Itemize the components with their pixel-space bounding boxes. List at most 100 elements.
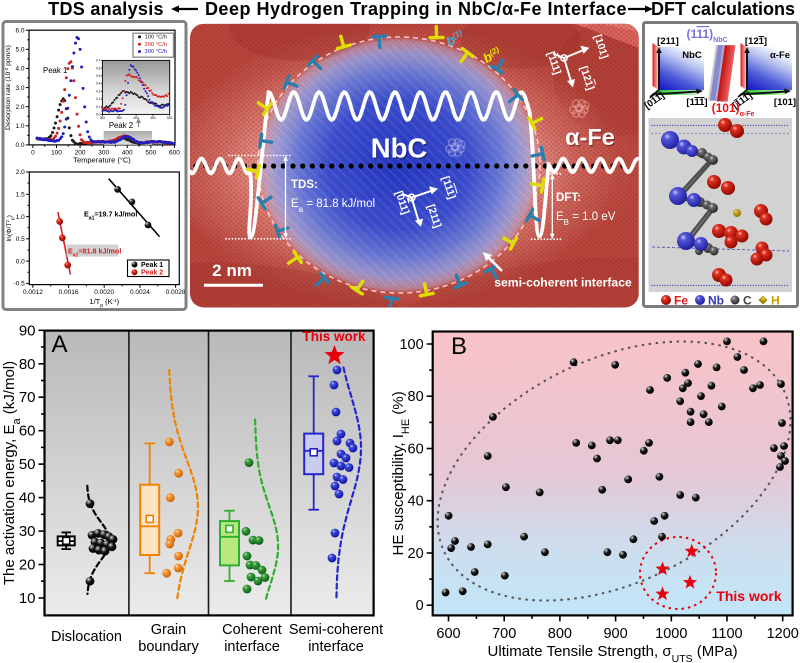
svg-text:0.6: 0.6 <box>96 66 101 70</box>
svg-text:Temperature (°C): Temperature (°C) <box>73 155 131 164</box>
svg-text:80: 80 <box>19 356 36 373</box>
svg-text:90: 90 <box>19 322 36 339</box>
svg-text:0.0: 0.0 <box>96 113 101 117</box>
svg-text:0.0: 0.0 <box>15 142 24 149</box>
svg-text:0.4: 0.4 <box>96 82 101 86</box>
svg-text:[211]: [211] <box>657 36 679 47</box>
svg-text:80: 80 <box>408 389 424 405</box>
svg-text:0.1: 0.1 <box>96 105 101 109</box>
svg-text:900: 900 <box>603 626 627 642</box>
svg-text:α-Fe: α-Fe <box>566 125 616 151</box>
svg-text:0.0028: 0.0028 <box>166 289 186 296</box>
svg-text:1200: 1200 <box>767 626 799 642</box>
svg-text:2.0: 2.0 <box>16 169 25 176</box>
svg-text:boundary: boundary <box>138 639 199 655</box>
svg-text:6.0: 6.0 <box>15 27 24 34</box>
svg-text:40: 40 <box>408 494 424 510</box>
svg-text:Deep Hydrogen Trapping in NbC/: Deep Hydrogen Trapping in NbC/α-Fe Inter… <box>205 0 627 19</box>
svg-text:100: 100 <box>51 149 62 156</box>
svg-text:0: 0 <box>416 598 424 614</box>
svg-text:20: 20 <box>19 557 36 574</box>
svg-text:1.0: 1.0 <box>16 214 25 221</box>
svg-text:-0.5: -0.5 <box>14 281 26 288</box>
svg-text:800: 800 <box>548 626 572 642</box>
svg-text:α-Fe: α-Fe <box>565 124 615 150</box>
svg-text:0.5: 0.5 <box>96 74 101 78</box>
svg-text:600: 600 <box>169 149 180 156</box>
svg-text:0: 0 <box>31 149 35 156</box>
svg-text:0.3: 0.3 <box>96 90 101 94</box>
svg-text:1/Tp (K-1): 1/Tp (K-1) <box>89 297 119 309</box>
svg-text:semi-coherent interface: semi-coherent interface <box>494 276 632 290</box>
svg-text:DFT calculations: DFT calculations <box>651 0 795 19</box>
svg-text:0.7: 0.7 <box>96 59 101 63</box>
svg-text:interface: interface <box>308 639 364 655</box>
svg-text:0.0024: 0.0024 <box>130 289 150 296</box>
svg-text:50: 50 <box>19 456 36 473</box>
svg-text:2 nm: 2 nm <box>212 261 252 280</box>
svg-text:(111)NbC: (111)NbC <box>686 27 727 44</box>
svg-text:H: H <box>771 294 780 308</box>
svg-text:300 °C/h: 300 °C/h <box>145 49 168 55</box>
svg-text:NbC: NbC <box>371 133 428 164</box>
svg-text:600: 600 <box>436 626 460 642</box>
svg-text:300: 300 <box>100 116 106 120</box>
svg-text:Nb: Nb <box>708 294 724 308</box>
svg-text:30: 30 <box>19 523 36 540</box>
svg-text:0.2: 0.2 <box>96 97 101 101</box>
svg-text:Grain: Grain <box>151 622 186 638</box>
svg-text:B: B <box>451 333 467 360</box>
svg-text:10: 10 <box>19 590 36 607</box>
svg-text:4.0: 4.0 <box>15 66 24 73</box>
svg-text:Dislocation: Dislocation <box>51 629 122 645</box>
svg-text:Peak 1: Peak 1 <box>141 262 163 269</box>
svg-text:700: 700 <box>492 626 516 642</box>
svg-text:0.0012: 0.0012 <box>23 289 43 296</box>
svg-text:The activation energy, Ea (kJ/: The activation energy, Ea (kJ/mol) <box>1 361 23 585</box>
svg-text:100: 100 <box>399 337 423 353</box>
svg-text:Coherent: Coherent <box>222 622 282 638</box>
svg-text:ln(Φ/T2p): ln(Φ/T2p) <box>5 215 15 241</box>
svg-text:DFT:: DFT: <box>556 192 581 204</box>
svg-text:TDS analysis: TDS analysis <box>48 0 164 19</box>
svg-text:400: 400 <box>122 149 133 156</box>
svg-text:1100: 1100 <box>711 626 742 642</box>
svg-text:[121]: [121] <box>745 36 767 47</box>
svg-text:NbC: NbC <box>682 50 702 61</box>
svg-text:EB = 1.0 eV: EB = 1.0 eV <box>556 211 616 227</box>
svg-text:3.0: 3.0 <box>15 85 24 92</box>
svg-text:Fe: Fe <box>674 294 688 308</box>
svg-text:A: A <box>51 331 67 358</box>
svg-text:Peak 2: Peak 2 <box>141 270 163 277</box>
svg-text:This work: This work <box>302 329 366 344</box>
svg-text:200: 200 <box>75 149 86 156</box>
svg-text:5.0: 5.0 <box>15 47 24 54</box>
svg-text:This work: This work <box>716 588 782 604</box>
svg-text:α-Fe: α-Fe <box>770 50 790 61</box>
svg-text:60: 60 <box>19 423 36 440</box>
svg-text:Peak 2: Peak 2 <box>109 121 133 130</box>
svg-text:400: 400 <box>133 116 139 120</box>
svg-text:Peak 1: Peak 1 <box>43 66 67 75</box>
svg-text:40: 40 <box>19 490 36 507</box>
svg-text:100 °C/h: 100 °C/h <box>145 35 168 41</box>
svg-text:C: C <box>743 294 752 308</box>
svg-text:60: 60 <box>408 442 424 458</box>
svg-text:1000: 1000 <box>655 626 687 642</box>
svg-text:TDS:: TDS: <box>291 179 318 191</box>
svg-text:1.5: 1.5 <box>16 192 25 199</box>
svg-text:70: 70 <box>19 389 36 406</box>
svg-text:interface: interface <box>224 639 280 655</box>
svg-text:Semi-coherent: Semi-coherent <box>289 622 383 638</box>
svg-text:0.5: 0.5 <box>16 236 25 243</box>
svg-text:2.0: 2.0 <box>15 104 24 111</box>
svg-text:500: 500 <box>145 149 156 156</box>
svg-text:500: 500 <box>167 116 173 120</box>
svg-text:Ea = 81.8 kJ/mol: Ea = 81.8 kJ/mol <box>291 198 375 214</box>
svg-text:0.0020: 0.0020 <box>94 289 114 296</box>
svg-text:0.0: 0.0 <box>16 258 25 265</box>
svg-text:350: 350 <box>117 116 123 120</box>
svg-text:[111]: [111] <box>686 97 707 108</box>
svg-text:200 °C/h: 200 °C/h <box>145 42 168 48</box>
svg-text:[101]: [101] <box>774 97 796 108</box>
